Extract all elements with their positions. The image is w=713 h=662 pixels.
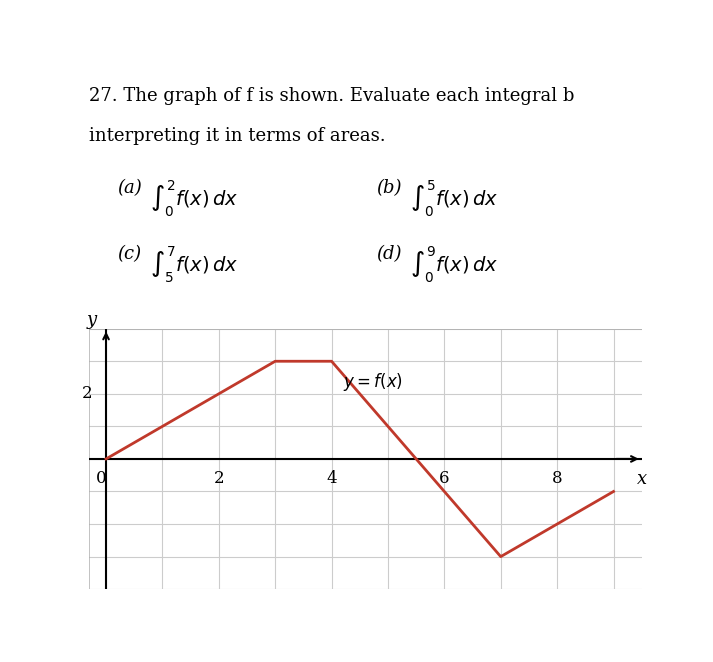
Text: (a): (a) [117,179,141,197]
Text: $\int_5^7 f(x)\,dx$: $\int_5^7 f(x)\,dx$ [150,245,238,285]
Text: (c): (c) [117,245,141,263]
Text: x: x [637,470,647,489]
Text: $\int_0^5 f(x)\,dx$: $\int_0^5 f(x)\,dx$ [409,179,498,219]
Text: 0: 0 [96,470,106,487]
Text: (d): (d) [376,245,402,263]
Text: 27. The graph of f is shown. Evaluate each integral b: 27. The graph of f is shown. Evaluate ea… [89,87,575,105]
Text: 8: 8 [552,470,563,487]
Text: (b): (b) [376,179,402,197]
Text: 2: 2 [213,470,224,487]
Text: 4: 4 [327,470,337,487]
Text: interpreting it in terms of areas.: interpreting it in terms of areas. [89,127,386,145]
Text: $\int_0^2 f(x)\,dx$: $\int_0^2 f(x)\,dx$ [150,179,238,219]
Text: 6: 6 [439,470,450,487]
Text: $y = f(x)$: $y = f(x)$ [343,371,403,393]
Text: 2: 2 [81,385,92,402]
Text: y: y [87,310,97,329]
Text: $\int_0^9 f(x)\,dx$: $\int_0^9 f(x)\,dx$ [409,245,498,285]
